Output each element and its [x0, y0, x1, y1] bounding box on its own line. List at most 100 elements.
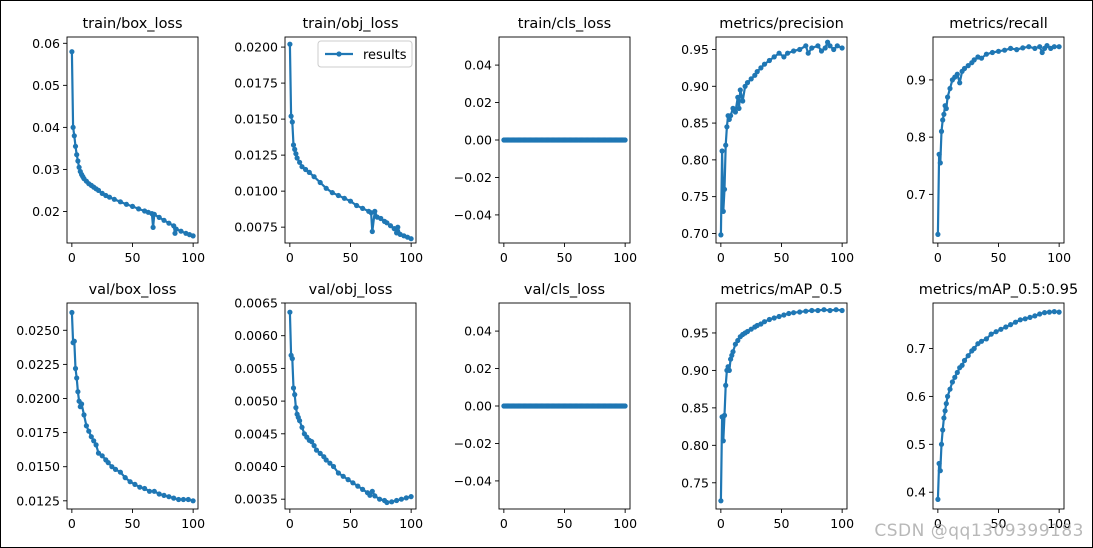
x-tick-label: 100	[830, 516, 854, 531]
data-point	[340, 473, 346, 479]
y-tick-label: 0.80	[681, 438, 709, 453]
data-point	[294, 155, 300, 161]
data-point	[1056, 309, 1062, 315]
data-point	[1044, 43, 1050, 49]
data-point	[287, 309, 293, 315]
x-tick-label: 0	[717, 516, 725, 531]
data-point	[166, 220, 172, 226]
subplot-title: metrics/precision	[719, 16, 844, 32]
data-point	[720, 208, 726, 214]
data-point	[172, 230, 178, 236]
data-point	[180, 496, 186, 503]
data-point	[1037, 311, 1043, 317]
subplot-title: val/obj_loss	[309, 282, 393, 298]
y-tick-label: 0.04	[464, 324, 492, 339]
data-point	[292, 392, 298, 398]
y-tick-label: 0.0050	[234, 394, 278, 409]
subplot-title: val/box_loss	[89, 282, 177, 298]
data-point	[988, 331, 994, 337]
data-point	[369, 228, 375, 235]
y-tick-label: 0.0175	[234, 76, 278, 91]
data-point	[329, 190, 335, 196]
y-tick-label: 0.95	[681, 42, 709, 57]
data-point	[79, 401, 85, 407]
data-point	[350, 480, 356, 486]
x-tick-label: 100	[399, 516, 423, 531]
y-tick-label: 0.02	[32, 204, 60, 219]
y-tick-label: 0.03	[32, 162, 60, 177]
data-point	[786, 310, 792, 317]
data-point	[289, 356, 295, 362]
data-point	[71, 133, 77, 139]
data-point	[723, 142, 729, 148]
data-point	[827, 43, 833, 49]
data-point	[1042, 310, 1048, 316]
subplot-7: val/obj_loss 0.0035 0.0040 0.0045 0.0050 0.00…	[234, 282, 423, 531]
data-point	[998, 326, 1004, 332]
data-point	[622, 137, 628, 143]
data-point	[833, 307, 839, 313]
axes-frame	[498, 302, 631, 510]
y-tick-label: 0.95	[681, 325, 709, 340]
axes-frame	[715, 302, 848, 510]
data-point	[151, 211, 157, 217]
data-point	[395, 224, 401, 230]
data-point	[132, 481, 138, 487]
data-point	[299, 164, 305, 170]
data-point	[1012, 319, 1019, 325]
x-tick-label: 0	[286, 516, 294, 531]
data-point	[815, 307, 821, 314]
y-tick-label: −0.02	[454, 436, 492, 451]
data-point	[398, 496, 404, 502]
data-point	[306, 169, 312, 175]
data-point	[303, 166, 309, 173]
y-tick-label: 0.0065	[234, 296, 278, 311]
data-point	[945, 393, 951, 399]
x-tick-label: 100	[830, 250, 854, 265]
data-point	[111, 196, 117, 202]
x-tick-label: 50	[991, 250, 1007, 265]
data-point	[311, 174, 317, 180]
data-point	[293, 151, 299, 157]
subplot-1: train/box_loss 0.02 0.03 0.04 0.05 0.06 0 50 100	[32, 16, 205, 265]
y-tick-label: 0.0045	[234, 426, 278, 441]
data-point	[156, 491, 162, 497]
data-point	[311, 443, 317, 449]
data-point	[942, 408, 948, 414]
axes-frame	[932, 302, 1065, 510]
subplot-title: metrics/recall	[949, 16, 1048, 32]
data-point	[718, 232, 724, 238]
y-tick-label: 0.90	[681, 79, 709, 94]
data-point	[72, 143, 79, 149]
data-point	[327, 460, 333, 466]
x-tick-label: 0	[68, 250, 76, 265]
data-point	[723, 382, 729, 388]
y-tick-label: 0.0100	[234, 184, 278, 199]
x-tick-label: 100	[181, 250, 205, 265]
data-point	[335, 470, 341, 476]
data-point	[936, 151, 942, 157]
data-point	[69, 49, 75, 55]
x-tick-label: 0	[500, 250, 508, 265]
data-point	[943, 105, 949, 112]
legend-marker	[336, 51, 342, 57]
data-point	[766, 316, 773, 323]
data-point	[122, 475, 128, 481]
x-tick-label: 50	[991, 516, 1007, 531]
data-point	[766, 57, 773, 64]
data-point	[384, 220, 390, 226]
data-point	[719, 148, 725, 154]
data-point	[323, 457, 329, 463]
data-point	[839, 45, 845, 51]
series-line-results	[70, 312, 194, 502]
data-point	[952, 374, 958, 380]
data-point	[330, 463, 337, 470]
data-point	[827, 307, 833, 314]
data-point	[360, 486, 366, 492]
data-point	[1056, 44, 1062, 50]
axes-frame	[715, 36, 848, 244]
data-point	[313, 447, 320, 453]
data-point	[360, 205, 366, 211]
data-point	[978, 338, 985, 344]
